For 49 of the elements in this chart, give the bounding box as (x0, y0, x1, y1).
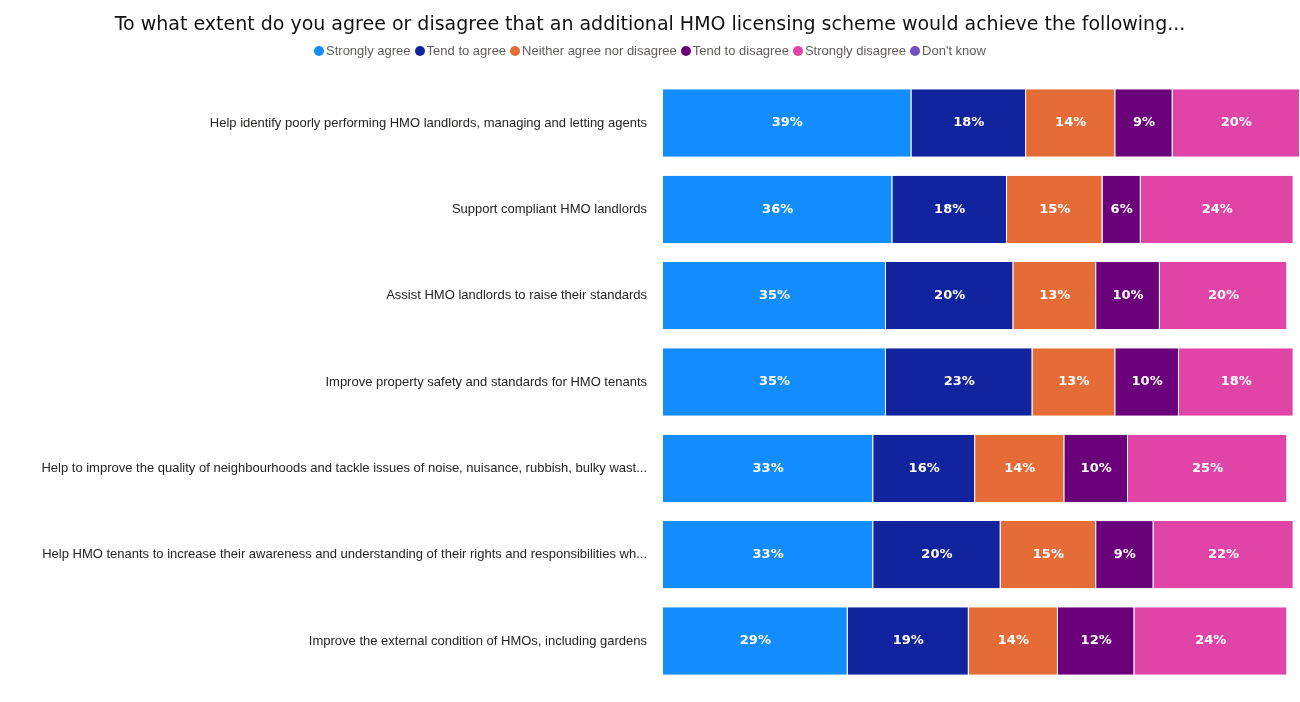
data-label: 10% (1080, 459, 1112, 475)
data-label: 24% (1201, 200, 1233, 216)
y-tick-label: Improve the external condition of HMOs, including gardens (308, 632, 648, 648)
data-label: 15% (1039, 200, 1071, 216)
data-label: 35% (758, 373, 791, 389)
legend-label: Neither agree nor disagree (522, 42, 677, 60)
data-label: 25% (1192, 459, 1224, 475)
y-tick-label: Help HMO tenants to increase their awareness and understanding of their rights and responsibilities wh... (42, 546, 647, 562)
data-label: 9% (1113, 546, 1136, 562)
data-label: 13% (1039, 287, 1071, 303)
y-tick-label: Assist HMO landlords to raise their standards (386, 287, 648, 303)
data-label: 20% (921, 546, 953, 562)
data-label: 24% (1195, 632, 1227, 648)
data-label: 39% (771, 114, 803, 130)
legend-label: Tend to disagree (692, 42, 789, 60)
data-label: 29% (739, 632, 771, 648)
data-label: 10% (1131, 373, 1163, 389)
data-label: 33% (752, 546, 784, 562)
data-label: 12% (1080, 632, 1112, 648)
data-label: 14% (997, 632, 1029, 648)
data-label: 20% (1220, 114, 1252, 130)
y-tick-label: Improve property safety and standards for HMO tenants (325, 373, 648, 389)
legend-label: Strongly agree (326, 42, 411, 60)
legend-label: Strongly disagree (804, 42, 907, 60)
data-label: 18% (953, 114, 985, 130)
data-label: 20% (1208, 287, 1240, 303)
data-label: 18% (1220, 373, 1252, 389)
data-label: 10% (1112, 287, 1144, 303)
data-label: 23% (943, 373, 975, 389)
y-tick-label: Help to improve the quality of neighbourhoods and tackle issues of noise, nuisance, rubbish, bulky wast... (41, 459, 647, 475)
data-label: 33% (752, 459, 784, 475)
data-label: 22% (1208, 546, 1240, 562)
data-label: 15% (1032, 546, 1064, 562)
data-label: 20% (934, 287, 966, 303)
y-tick-label: Support compliant HMO landlords (451, 200, 648, 216)
legend-label: Don't know (922, 42, 986, 60)
data-label: 14% (1004, 459, 1036, 475)
data-label: 35% (758, 287, 791, 303)
data-label: 36% (762, 200, 794, 216)
data-label: 16% (908, 459, 940, 475)
data-label: 13% (1058, 373, 1090, 389)
y-tick-label: Help identify poorly performing HMO landlords, managing and letting agents (209, 114, 648, 130)
chart-title: To what extent do you agree or disagree that an additional HMO licensing scheme would achieve the following... (113, 11, 1187, 36)
data-label: 6% (1110, 200, 1133, 216)
data-label: 18% (934, 200, 966, 216)
legend-label: Tend to agree (426, 42, 507, 60)
data-label: 19% (892, 632, 924, 648)
data-label: 9% (1132, 114, 1155, 130)
data-label: 14% (1055, 114, 1087, 130)
